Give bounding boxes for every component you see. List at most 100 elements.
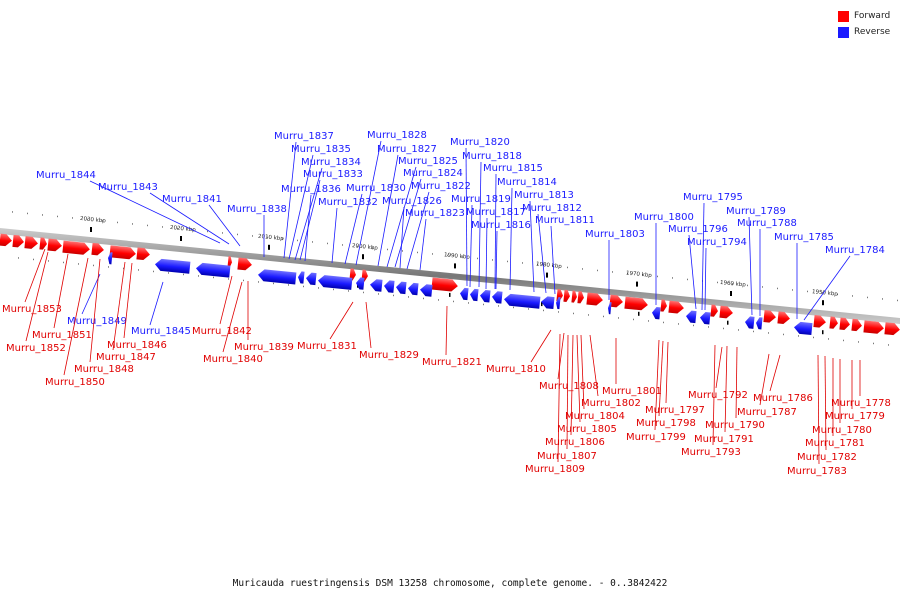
reverse-gene-label: Murru_1835 xyxy=(291,144,351,155)
reverse-leader-line xyxy=(294,167,323,261)
reverse-leader-line xyxy=(494,173,497,290)
track-dot xyxy=(777,287,778,290)
reverse-gene-label: Murru_1828 xyxy=(367,130,427,141)
forward-gene-label: Murru_1853 xyxy=(2,304,62,315)
track-dot xyxy=(108,266,109,268)
track-dot xyxy=(888,344,889,346)
reverse-gene-label: Murru_1818 xyxy=(462,151,522,162)
track-dot xyxy=(597,269,598,272)
track-dot xyxy=(348,290,349,292)
reverse-gene-label: Murru_1788 xyxy=(737,218,797,229)
track-dot xyxy=(198,275,199,277)
reverse-gene-label: Murru_1832 xyxy=(318,197,378,208)
forward-gene-arrow xyxy=(829,316,838,329)
track-dot xyxy=(522,262,523,264)
track-dot xyxy=(813,336,814,339)
reverse-gene-arrow xyxy=(108,252,113,265)
track-dot xyxy=(213,276,214,279)
reverse-gene-arrow xyxy=(700,312,711,325)
scale-tick xyxy=(546,272,548,278)
track-dot xyxy=(408,296,409,298)
reverse-gene-label: Murru_1794 xyxy=(687,237,747,248)
track-dot xyxy=(858,341,859,343)
forward-gene-arrow xyxy=(556,289,563,302)
reverse-gene-arrow xyxy=(480,290,491,303)
forward-gene-arrow xyxy=(586,292,603,306)
scale-tick xyxy=(362,254,364,260)
reverse-gene-arrow xyxy=(504,293,541,309)
track-dot xyxy=(603,315,604,318)
track-dot xyxy=(432,253,433,255)
forward-gene-label: Murru_1840 xyxy=(203,354,263,365)
minor-tick xyxy=(541,302,543,307)
forward-gene-label: Murru_1848 xyxy=(74,364,134,375)
track-dot xyxy=(48,260,49,262)
track-dot xyxy=(897,299,898,302)
reverse-gene-arrow xyxy=(756,317,763,330)
track-dot xyxy=(687,278,688,281)
track-dot xyxy=(867,296,868,299)
reverse-leader-line xyxy=(355,140,382,266)
scale-tick xyxy=(180,236,182,241)
forward-leader-line xyxy=(576,334,581,423)
track-dot xyxy=(93,264,94,267)
track-dot xyxy=(243,279,244,282)
track-dot xyxy=(588,314,589,316)
reverse-gene-label: Murru_1837 xyxy=(274,131,334,142)
track-dot xyxy=(792,289,793,291)
reverse-gene-arrow xyxy=(541,296,555,310)
reverse-gene-label: Murru_1824 xyxy=(403,168,463,179)
track-dot xyxy=(708,326,709,328)
forward-leader-line xyxy=(824,355,827,451)
reverse-leader-line xyxy=(465,147,468,287)
track-dot xyxy=(837,293,838,296)
reverse-leader-line xyxy=(304,194,312,262)
forward-gene-label: Murru_1799 xyxy=(626,432,686,443)
forward-gene-arrow xyxy=(0,233,12,247)
track-dot xyxy=(723,327,724,330)
minor-tick xyxy=(449,292,451,297)
reverse-leader-line xyxy=(509,187,513,291)
forward-leader-line xyxy=(123,262,133,339)
reverse-gene-label: Murru_1834 xyxy=(301,157,361,168)
track-dot xyxy=(732,283,733,285)
forward-leader-line xyxy=(724,345,728,433)
track-dot xyxy=(228,278,229,280)
scale-tick-label: 1950 kbp xyxy=(812,289,839,298)
reverse-gene-label: Murru_1796 xyxy=(668,224,728,235)
forward-leader-line xyxy=(589,334,599,397)
reverse-gene-label: Murru_1803 xyxy=(585,229,645,240)
forward-gene-label: Murru_1850 xyxy=(45,377,105,388)
scale-tick-label: 1960 kbp xyxy=(720,280,747,289)
track-dot xyxy=(138,269,139,271)
reverse-leader-line xyxy=(386,166,417,268)
reverse-leader-line xyxy=(485,217,488,290)
reverse-leader-line xyxy=(377,154,399,267)
track-dot xyxy=(537,263,538,266)
track-dot xyxy=(402,250,403,252)
forward-leader-line xyxy=(219,275,233,325)
forward-gene-arrow xyxy=(763,310,776,323)
track-dot xyxy=(498,305,499,307)
track-dot xyxy=(552,265,553,267)
reverse-gene-arrow xyxy=(396,281,407,295)
forward-gene-label: Murru_1805 xyxy=(557,424,617,435)
forward-leader-line xyxy=(557,333,561,463)
track-dot xyxy=(162,226,163,228)
scale-tick xyxy=(730,291,732,296)
forward-leader-line xyxy=(25,251,49,342)
forward-leader-line xyxy=(715,346,723,389)
reverse-leader-line xyxy=(299,179,321,261)
reverse-gene-label: Murru_1833 xyxy=(303,169,363,180)
scale-tick xyxy=(454,263,456,269)
track-dot xyxy=(33,258,34,261)
reverse-leader-line xyxy=(89,180,221,244)
forward-gene-arrow xyxy=(563,289,570,302)
track-dot xyxy=(363,291,364,294)
forward-gene-label: Murru_1793 xyxy=(681,447,741,458)
track-dot xyxy=(222,232,223,234)
forward-gene-label: Murru_1797 xyxy=(645,405,705,416)
forward-leader-line xyxy=(712,344,716,446)
reverse-leader-line xyxy=(803,255,851,321)
